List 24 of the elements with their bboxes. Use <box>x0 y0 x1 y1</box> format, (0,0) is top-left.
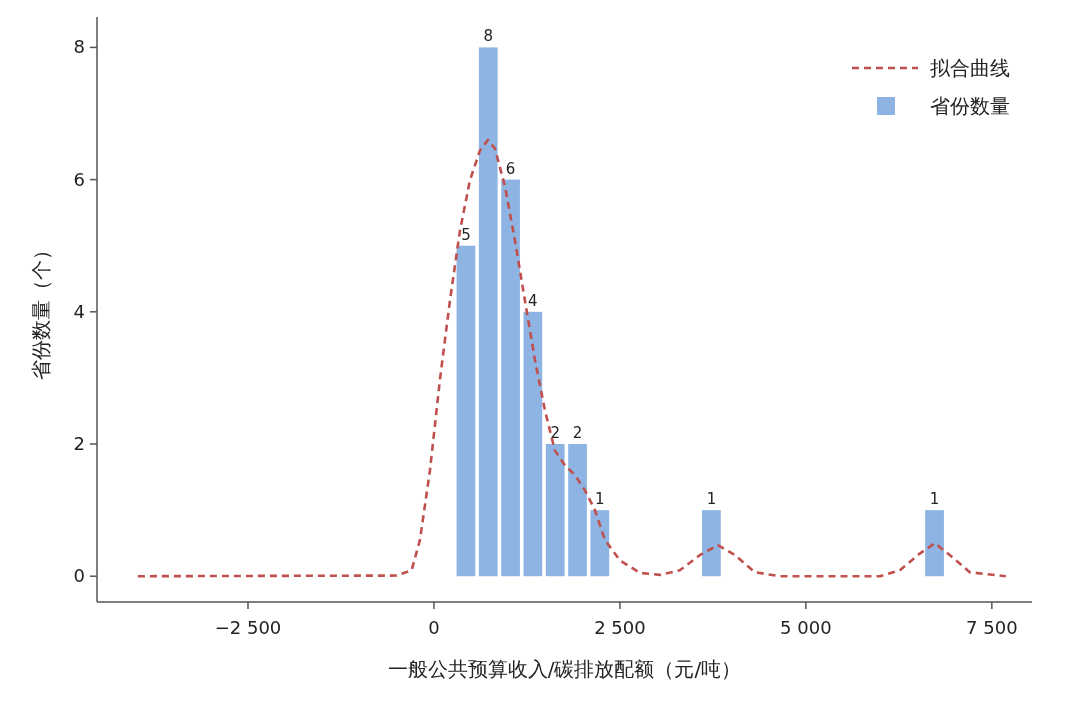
y-tick-label: 2 <box>73 433 85 455</box>
x-tick-label: 7 500 <box>966 617 1018 638</box>
x-tick-label: 5 000 <box>780 617 832 638</box>
data-label: 2 <box>572 424 583 443</box>
data-label: 2 <box>550 424 560 443</box>
data-label: 4 <box>528 291 538 310</box>
data-label: 8 <box>483 27 494 46</box>
y-tick-label: 4 <box>73 300 85 322</box>
x-axis-title: 一般公共预算收入/碳排放配额（元/吨） <box>387 657 742 681</box>
data-label: 1 <box>706 490 717 509</box>
data-label: 1 <box>595 490 605 509</box>
x-tick-label: 0 <box>428 617 440 638</box>
y-tick-label: 0 <box>73 565 85 587</box>
line-series <box>136 138 1008 578</box>
legend-label: 拟合曲线 <box>930 56 1010 80</box>
data-label: 1 <box>929 490 940 509</box>
legend-label: 省份数量 <box>930 94 1010 118</box>
data-label: 5 <box>461 225 471 244</box>
y-tick-label: 8 <box>73 36 85 58</box>
x-tick-label: −2 500 <box>214 617 282 638</box>
data-label: 6 <box>505 159 516 178</box>
y-axis-title: 省份数量（个） <box>29 239 53 380</box>
x-tick-label: 2 500 <box>594 617 646 638</box>
y-tick-label: 6 <box>73 168 85 190</box>
